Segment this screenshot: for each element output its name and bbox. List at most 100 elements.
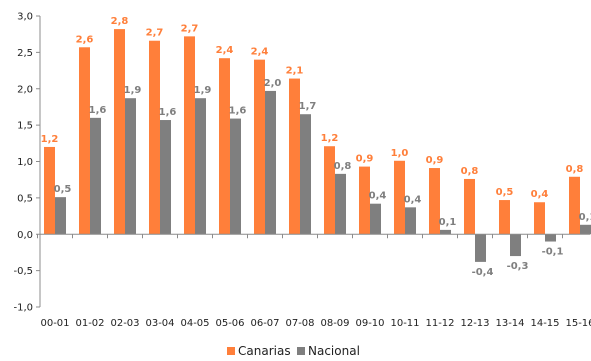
data-label-canarias: 1,0: [391, 148, 409, 159]
legend-swatch: [227, 347, 235, 355]
x-tick-label: 03-04: [145, 318, 174, 329]
bar-canarias-04-05: [184, 36, 195, 235]
bar-canarias-06-07: [254, 59, 265, 235]
x-tick-label: 00-01: [40, 318, 69, 329]
bar-canarias-15-16: [569, 176, 580, 235]
bar-canarias-07-08: [289, 78, 300, 235]
data-label-nacional: 0,1: [439, 217, 457, 228]
data-label-nacional: -0,4: [472, 267, 494, 278]
data-label-canarias: 2,6: [76, 34, 94, 45]
legend-item-canarias: Canarias: [227, 344, 291, 358]
data-label-nacional: 1,6: [89, 105, 107, 116]
legend: Canarias Nacional: [227, 344, 360, 358]
bar-canarias-03-04: [149, 40, 160, 235]
x-tick-label: 05-06: [215, 318, 244, 329]
y-tick-label: -1,0: [13, 303, 33, 314]
y-tick-label: 3,0: [17, 12, 33, 23]
y-tick-label: 0,0: [17, 230, 33, 241]
bar-canarias-02-03: [114, 29, 125, 235]
y-tick-label: 2,0: [17, 84, 33, 95]
legend-item-nacional: Nacional: [297, 344, 360, 358]
bar-canarias-08-09: [324, 146, 335, 235]
x-tick-label: 07-08: [285, 318, 314, 329]
y-tick-label: -0,5: [13, 266, 33, 277]
bar-nacional-10-11: [405, 207, 416, 235]
data-label-canarias: 2,7: [146, 28, 164, 39]
data-label-canarias: 0,8: [461, 166, 479, 177]
bar-canarias-12-13: [464, 178, 475, 235]
bar-nacional-03-04: [160, 120, 171, 235]
x-tick-label: 01-02: [75, 318, 104, 329]
bar-nacional-13-14: [510, 234, 521, 257]
bar-nacional-14-15: [545, 234, 556, 242]
x-tick-label: 09-10: [355, 318, 384, 329]
x-tick-label: 15-16: [565, 318, 591, 329]
data-label-nacional: 0,1: [579, 212, 591, 223]
data-label-canarias: 2,8: [111, 16, 129, 27]
bar-nacional-09-10: [370, 203, 381, 235]
bar-nacional-07-08: [300, 114, 311, 235]
data-label-nacional: 1,9: [194, 85, 212, 96]
legend-label: Canarias: [238, 344, 291, 358]
data-label-canarias: 2,4: [216, 45, 234, 56]
data-label-canarias: 0,9: [356, 154, 374, 165]
data-label-nacional: 2,0: [264, 78, 282, 89]
data-label-nacional: 1,7: [299, 101, 317, 112]
bar-nacional-15-16: [580, 224, 591, 235]
data-labels: 1,2 2,6 2,8 2,7 2,7 2,4 2,4 2,1 1,2 0,9 1,0 0,9 0,8 0…: [41, 16, 591, 278]
data-label-nacional: 0,8: [334, 161, 352, 172]
legend-swatch: [297, 347, 305, 355]
x-tick-label: 08-09: [320, 318, 349, 329]
bar-nacional-05-06: [230, 118, 241, 235]
bar-nacional-08-09: [335, 173, 346, 235]
x-tick-label: 11-12: [425, 318, 454, 329]
x-tick-label: 02-03: [110, 318, 139, 329]
data-label-nacional: 1,6: [229, 106, 247, 117]
data-label-canarias: 0,9: [426, 155, 444, 166]
x-tick-label: 04-05: [180, 318, 209, 329]
bar-canarias-01-02: [79, 47, 90, 235]
x-tick-label: 13-14: [495, 318, 524, 329]
data-label-canarias: 2,4: [251, 47, 269, 58]
bar-canarias-00-01: [44, 146, 55, 235]
bar-canarias-14-15: [534, 202, 545, 235]
data-label-canarias: 2,7: [181, 23, 199, 34]
x-tick-label: 10-11: [390, 318, 419, 329]
bar-canarias-10-11: [394, 160, 405, 235]
bar-nacional-12-13: [475, 234, 486, 262]
data-label-canarias: 2,1: [286, 66, 304, 77]
data-label-nacional: 0,5: [54, 184, 72, 195]
x-tick-label: 14-15: [530, 318, 559, 329]
data-label-nacional: 1,9: [124, 85, 142, 96]
y-tick-label: 1,0: [17, 157, 33, 168]
y-tick-label: 1,5: [17, 121, 33, 132]
bar-canarias-13-14: [499, 200, 510, 235]
x-tick-label: 12-13: [460, 318, 489, 329]
data-label-canarias: 0,5: [496, 187, 514, 198]
data-label-canarias: 1,2: [41, 134, 59, 145]
data-label-nacional: -0,1: [542, 247, 564, 258]
data-label-nacional: 0,4: [369, 191, 387, 202]
bar-nacional-11-12: [440, 229, 451, 235]
data-label-nacional: 0,4: [404, 194, 422, 205]
bar-nacional-00-01: [55, 197, 66, 235]
data-label-nacional: 1,6: [159, 107, 177, 118]
legend-label: Nacional: [308, 344, 360, 358]
bar-nacional-01-02: [90, 117, 101, 235]
y-tick-label: 0,5: [17, 193, 33, 204]
data-label-canarias: 0,8: [566, 164, 584, 175]
x-axis: 00-01 01-02 02-03 03-04 04-05 05-06 06-07 07-08…: [37, 233, 591, 329]
bar-nacional-04-05: [195, 98, 206, 235]
y-axis: -1,0 -0,5 0,0 0,5 1,0 1,5 2,0 2,5 3,0: [13, 12, 41, 314]
bar-nacional-02-03: [125, 98, 136, 235]
bar-canarias-11-12: [429, 168, 440, 235]
x-tick-label: 06-07: [250, 318, 279, 329]
bar-canarias-09-10: [359, 166, 370, 235]
y-tick-label: 2,5: [17, 48, 33, 59]
bars: [44, 29, 591, 262]
data-label-canarias: 1,2: [321, 133, 339, 144]
bar-nacional-06-07: [265, 90, 276, 235]
data-label-canarias: 0,4: [531, 189, 549, 200]
data-label-nacional: -0,3: [507, 261, 529, 272]
